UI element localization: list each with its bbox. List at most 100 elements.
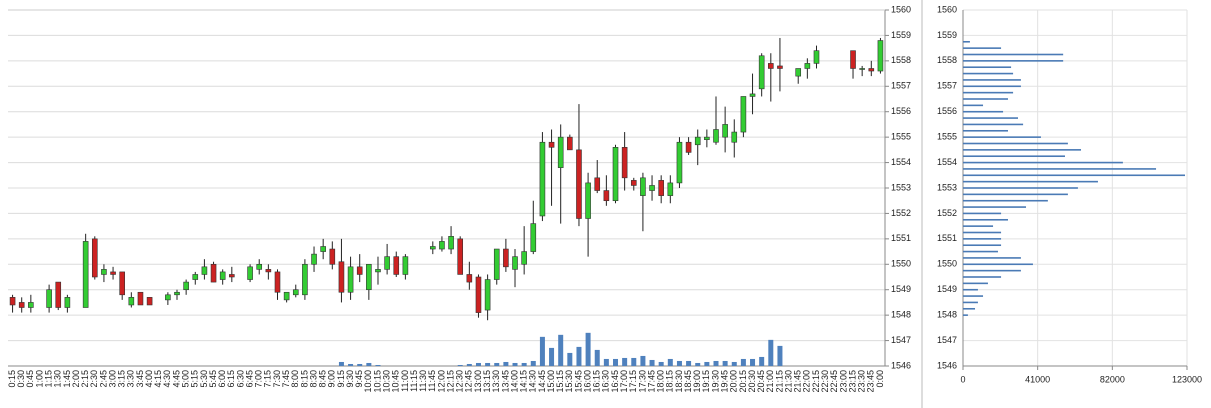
x-tick-label: 11:45 bbox=[427, 370, 437, 392]
y-tick-label: 1560 bbox=[891, 4, 911, 14]
y-tick-label: 1558 bbox=[891, 55, 911, 65]
profile-bar bbox=[963, 263, 1033, 266]
profile-bar bbox=[963, 180, 1098, 183]
candle-body bbox=[302, 263, 308, 296]
y-tick-label: 1552 bbox=[891, 208, 911, 218]
y-tick-label: 1552 bbox=[937, 208, 957, 218]
x-tick-label: 9:45 bbox=[354, 370, 364, 388]
candle-body bbox=[366, 263, 372, 291]
volume-bar bbox=[777, 345, 783, 366]
volume-bar bbox=[585, 332, 591, 366]
x-tick-label: 16:15 bbox=[592, 370, 602, 393]
y-tick-label: 1556 bbox=[937, 106, 957, 116]
x-tick-label: 7:15 bbox=[263, 370, 273, 388]
profile-bar bbox=[963, 225, 994, 227]
x-tick-label: 17:15 bbox=[628, 370, 638, 393]
volume-bar bbox=[622, 357, 628, 366]
volume-bar bbox=[494, 362, 500, 366]
candle-body bbox=[795, 68, 802, 77]
x-tick-label: 18:30 bbox=[674, 370, 684, 393]
x-tick-label: 17:45 bbox=[646, 370, 656, 393]
volume-bar bbox=[704, 361, 710, 366]
candle-body bbox=[219, 271, 226, 280]
x-tick-label: 0:15 bbox=[7, 370, 17, 388]
x-tick-label: 19:00 bbox=[692, 370, 702, 393]
x-tick-label: 21:00 bbox=[765, 370, 775, 393]
x-tick-label: 3:00 bbox=[107, 370, 117, 388]
candle-body bbox=[877, 40, 884, 72]
x-tick-label: 12:30 bbox=[455, 370, 465, 393]
x-tick-label: 20:30 bbox=[747, 370, 757, 393]
profile-bar bbox=[963, 53, 1064, 56]
y-tick-label: 1551 bbox=[891, 233, 911, 243]
volume-bar bbox=[539, 336, 545, 366]
candle-body bbox=[768, 63, 774, 69]
x-tick-label: 23:45 bbox=[866, 370, 876, 393]
candle-body bbox=[868, 68, 875, 72]
candle-body bbox=[18, 302, 25, 308]
candle-body bbox=[174, 291, 180, 296]
x-tick-label: 6:30 bbox=[235, 370, 245, 388]
x-tick-label: 13:30 bbox=[491, 370, 501, 393]
y-tick-label: 1557 bbox=[891, 81, 911, 91]
x-tick-label: 18:45 bbox=[683, 370, 693, 393]
volume-bar bbox=[576, 346, 582, 366]
x-tick-label: 13:00 bbox=[473, 370, 483, 393]
x-tick-label: 2:45 bbox=[98, 370, 108, 388]
profile-bar bbox=[963, 66, 1012, 69]
candle-body bbox=[777, 65, 783, 69]
candle-body bbox=[621, 147, 628, 179]
x-tick-label: 41000 bbox=[1025, 374, 1050, 384]
x-tick-label: 15:45 bbox=[573, 370, 583, 393]
y-tick-label: 1555 bbox=[937, 132, 957, 142]
x-tick-label: 16:00 bbox=[582, 370, 592, 393]
x-tick-label: 14:00 bbox=[509, 370, 519, 393]
candle-body bbox=[649, 185, 655, 191]
candle-body bbox=[137, 291, 144, 306]
profile-bar bbox=[963, 288, 978, 291]
volume-bar bbox=[686, 360, 692, 366]
x-tick-label: 2:00 bbox=[71, 370, 81, 388]
x-tick-label: 3:15 bbox=[117, 370, 127, 388]
x-tick-label: 1:45 bbox=[62, 370, 72, 388]
x-tick-label: 23:15 bbox=[847, 370, 857, 393]
volume-bar bbox=[759, 356, 765, 366]
volume-bar bbox=[676, 360, 682, 366]
candle-body bbox=[749, 93, 756, 97]
x-tick-label: 12:00 bbox=[436, 370, 446, 393]
candle-body bbox=[603, 190, 610, 202]
x-tick-label: 0:45 bbox=[25, 370, 35, 388]
volume-bar bbox=[521, 362, 527, 366]
profile-bar bbox=[963, 149, 1082, 151]
profile-bar bbox=[963, 174, 1185, 177]
x-tick-label: 22:00 bbox=[802, 370, 812, 393]
candle-body bbox=[329, 248, 336, 265]
candle-body bbox=[658, 180, 664, 196]
profile-bar bbox=[963, 238, 1002, 240]
volume-bar bbox=[594, 349, 600, 366]
x-tick-label: 21:45 bbox=[793, 370, 803, 393]
x-tick-label: 0:00 bbox=[875, 370, 885, 388]
profile-bar bbox=[963, 231, 1002, 234]
volume-bar bbox=[503, 361, 509, 366]
profile-bar bbox=[963, 257, 1021, 259]
x-tick-label: 8:15 bbox=[299, 370, 309, 388]
x-tick-label: 4:45 bbox=[171, 370, 181, 388]
candle-body bbox=[64, 297, 71, 308]
volume-bar bbox=[631, 357, 637, 366]
x-tick-label: 18:15 bbox=[665, 370, 675, 393]
volume-bar bbox=[658, 361, 664, 366]
profile-bar bbox=[963, 206, 1027, 208]
profile-bar bbox=[963, 91, 1014, 94]
candle-body bbox=[667, 182, 674, 196]
volume-bar bbox=[512, 362, 518, 366]
profile-bar bbox=[963, 212, 1002, 215]
profile-bar bbox=[963, 193, 1068, 196]
volume-bar bbox=[613, 358, 619, 366]
y-tick-label: 1554 bbox=[891, 157, 911, 167]
x-tick-label: 12:45 bbox=[464, 370, 474, 393]
candle-body bbox=[475, 276, 482, 313]
candle-body bbox=[484, 279, 491, 311]
candle-body bbox=[503, 248, 509, 268]
volume-bar bbox=[768, 339, 774, 366]
